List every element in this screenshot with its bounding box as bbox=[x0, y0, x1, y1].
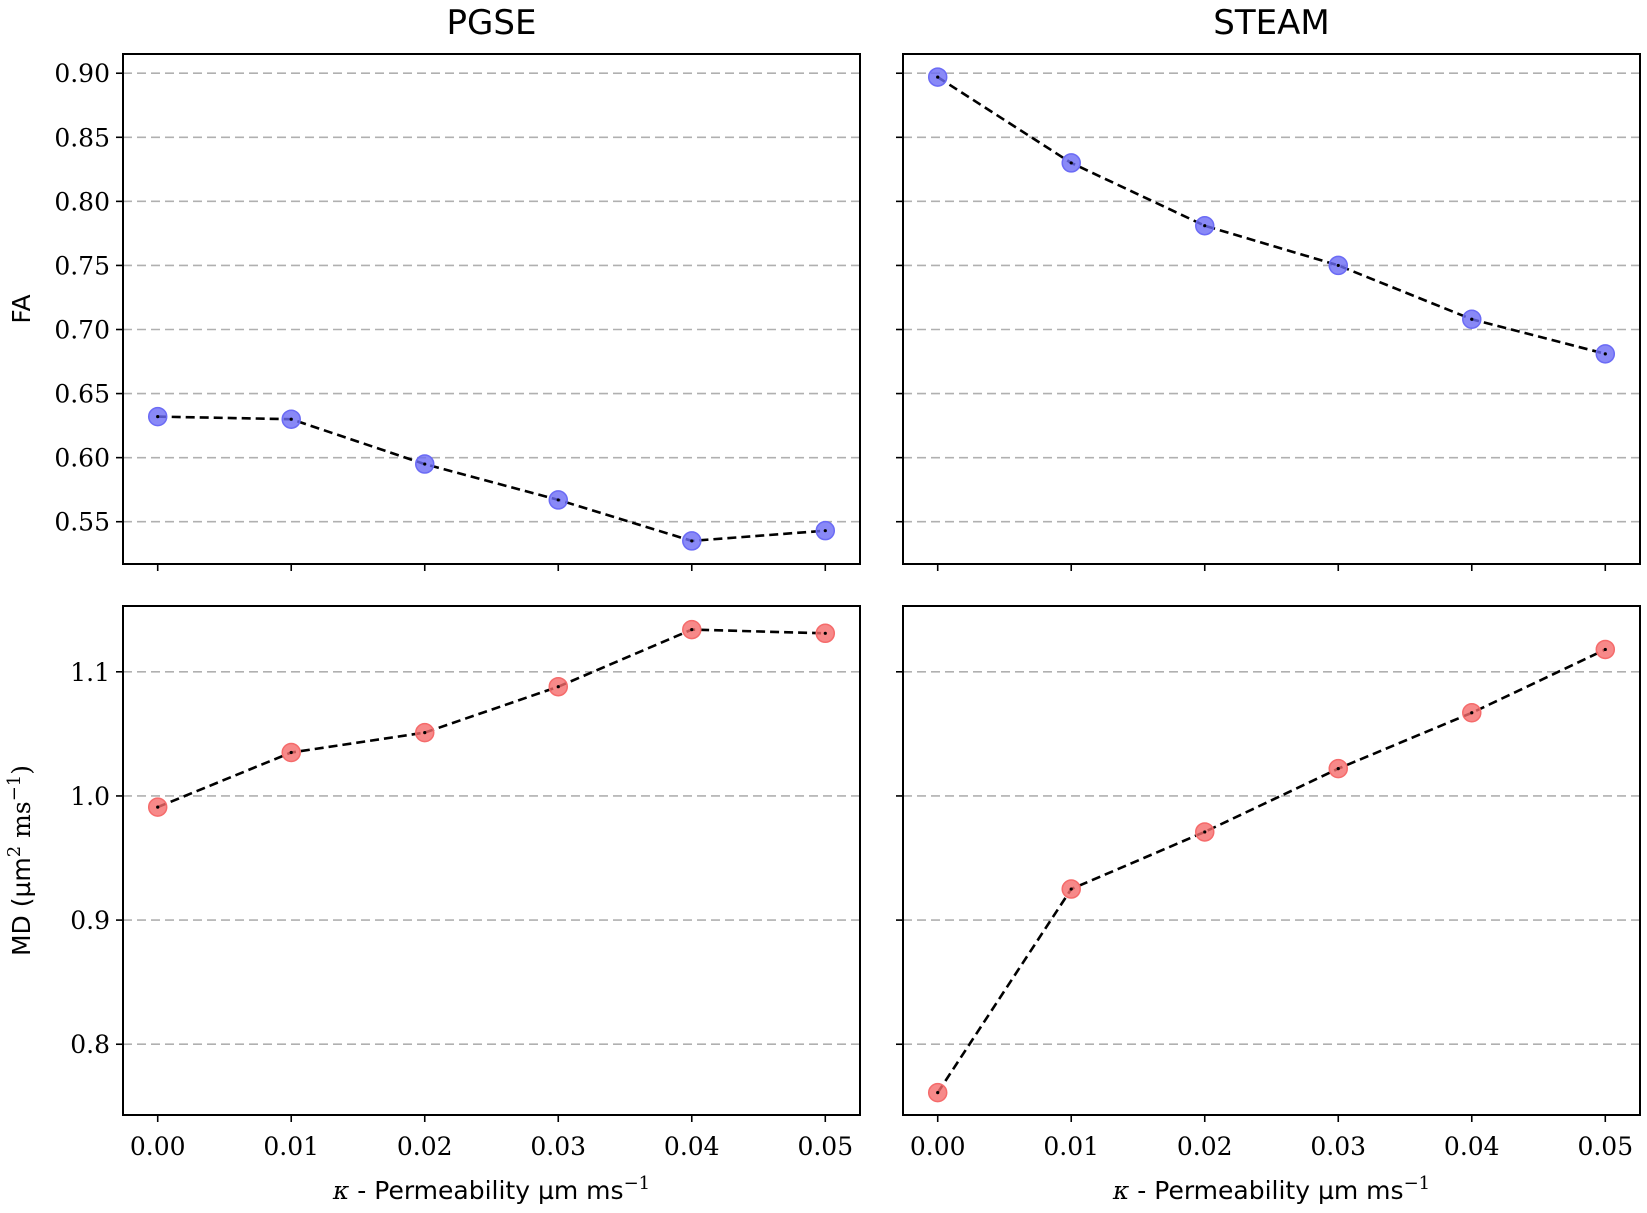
data-point-center bbox=[690, 539, 694, 543]
y-axis-label: MD (µm2 ms−1) bbox=[4, 765, 36, 956]
plot-frame bbox=[122, 605, 861, 1116]
data-point-center bbox=[690, 627, 694, 632]
x-label-sup: −1 bbox=[1404, 1173, 1431, 1194]
data-point-center bbox=[556, 685, 560, 689]
panel-top-right: STEAM bbox=[896, 3, 1641, 571]
x-label-sup: −1 bbox=[624, 1173, 651, 1194]
x-tick-label: 0.03 bbox=[1310, 1132, 1366, 1161]
data-point-center bbox=[423, 462, 427, 466]
x-tick-label: 0.00 bbox=[130, 1132, 186, 1161]
series-line bbox=[157, 415, 826, 543]
y-label-sup: −1 bbox=[4, 775, 25, 802]
y-label-unit: ms bbox=[7, 801, 36, 845]
data-point-center bbox=[1203, 830, 1207, 834]
x-tick-label: 0.02 bbox=[397, 1132, 453, 1161]
data-point-center bbox=[1603, 352, 1607, 356]
data-point-center bbox=[423, 731, 427, 735]
y-tick-label: 0.55 bbox=[54, 508, 110, 537]
y-tick-label: 0.60 bbox=[54, 444, 110, 473]
series-line bbox=[936, 76, 1606, 356]
data-point-center bbox=[1470, 317, 1474, 321]
series-line bbox=[936, 648, 1606, 1094]
x-tick-label: 0.05 bbox=[797, 1132, 853, 1161]
x-label-kappa: κ bbox=[1112, 1176, 1130, 1205]
data-point-center bbox=[823, 529, 827, 533]
data-point-center bbox=[936, 75, 940, 79]
series-line bbox=[157, 628, 826, 809]
data-point-center bbox=[289, 417, 293, 421]
plot-frame bbox=[902, 605, 1641, 1116]
panel-title: STEAM bbox=[1213, 3, 1329, 43]
x-tick-label: 0.05 bbox=[1577, 1132, 1633, 1161]
x-tick-label: 0.04 bbox=[664, 1132, 720, 1161]
data-point-center bbox=[1203, 224, 1207, 228]
x-label-main: - Permeability µm ms bbox=[357, 1176, 623, 1205]
y-label-close: ) bbox=[7, 765, 36, 775]
x-label-main: - Permeability µm ms bbox=[1137, 1176, 1403, 1205]
y-tick-label: 0.65 bbox=[54, 380, 110, 409]
data-point-center bbox=[1603, 647, 1607, 652]
y-axis-label: FA bbox=[7, 294, 36, 323]
y-label-main: MD (µm bbox=[7, 857, 36, 956]
plot-frame bbox=[902, 53, 1641, 565]
x-axis-label: κ- Permeability µm ms−1 bbox=[332, 1173, 650, 1205]
y-tick-label: 0.85 bbox=[54, 123, 110, 152]
x-axis-label: κ- Permeability µm ms−1 bbox=[1112, 1173, 1430, 1205]
data-point-center bbox=[823, 631, 827, 635]
panel-bottom-right: 0.00 0.01 0.02 0.03 0.04 0.05 κ - Permeability … bbox=[896, 605, 1641, 1205]
x-tick-label: 0.01 bbox=[263, 1132, 319, 1161]
y-tick-label: 0.70 bbox=[54, 316, 110, 345]
y-label-sup: 2 bbox=[4, 846, 25, 857]
x-tick-label: 0.03 bbox=[530, 1132, 586, 1161]
data-point-center bbox=[156, 415, 160, 419]
y-tick-label: 0.8 bbox=[70, 1030, 110, 1059]
data-point-center bbox=[1069, 161, 1073, 165]
data-point-center bbox=[1470, 711, 1474, 715]
panel-title: PGSE bbox=[447, 3, 537, 43]
data-point-center bbox=[1336, 767, 1340, 771]
plot-frame bbox=[122, 53, 861, 565]
x-tick-label: 0.00 bbox=[910, 1132, 966, 1161]
y-tick-label: 0.9 bbox=[70, 906, 110, 935]
data-point-center bbox=[556, 498, 560, 502]
y-tick-label: 1.1 bbox=[70, 658, 110, 687]
y-tick-label: 1.0 bbox=[70, 782, 110, 811]
data-point-center bbox=[289, 750, 293, 755]
y-tick-label: 0.80 bbox=[54, 187, 110, 216]
panel-bottom-left: 0.8 0.9 1.0 1.1 0.00 0.01 0.02 0.03 0.04 0.05 MD (… bbox=[4, 605, 861, 1205]
panel-top-left: 0.55 0.60 0.65 0.70 0.75 0.80 0.85 0.90 PGSE FA bbox=[7, 3, 861, 571]
data-point-center bbox=[1069, 887, 1073, 891]
y-tick-label: 0.90 bbox=[54, 59, 110, 88]
data-point-center bbox=[936, 1091, 940, 1095]
x-label-kappa: κ bbox=[332, 1176, 350, 1205]
data-point-center bbox=[156, 805, 160, 809]
data-point-center bbox=[1336, 263, 1340, 268]
x-tick-label: 0.04 bbox=[1444, 1132, 1500, 1161]
x-tick-label: 0.01 bbox=[1043, 1132, 1099, 1161]
x-tick-label: 0.02 bbox=[1177, 1132, 1233, 1161]
y-tick-label: 0.75 bbox=[54, 251, 110, 280]
